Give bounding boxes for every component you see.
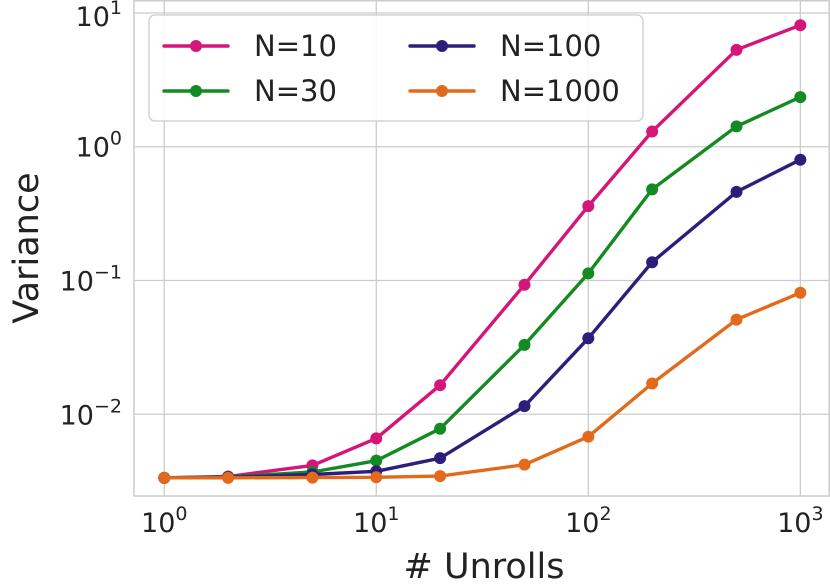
data-point (794, 19, 807, 32)
data-point (434, 470, 447, 483)
legend-entry: N=100 (408, 29, 601, 63)
legend-label: N=30 (254, 74, 337, 108)
data-point (518, 458, 531, 471)
series-N=1000 (158, 286, 807, 484)
data-point (794, 91, 807, 104)
x-tick-label: 102 (565, 503, 611, 539)
legend-box (148, 14, 644, 122)
data-point (582, 332, 595, 345)
data-point (646, 183, 659, 196)
legend-label: N=1000 (500, 74, 620, 108)
data-point (582, 267, 595, 280)
plot-frame (133, 0, 830, 497)
y-tick-label: 10−1 (60, 262, 122, 298)
data-point (730, 43, 743, 56)
legend-entry: N=1000 (408, 74, 620, 108)
data-point (306, 471, 319, 484)
data-point (730, 120, 743, 133)
series-line (162, 23, 802, 480)
data-point (434, 452, 447, 465)
legend-label: N=100 (500, 29, 601, 63)
data-point (222, 471, 235, 484)
data-point (434, 422, 447, 435)
data-point (646, 125, 659, 138)
series-N=30 (158, 91, 807, 484)
series-line (162, 95, 802, 480)
data-point (434, 379, 447, 392)
y-tick-label: 101 (76, 0, 122, 33)
legend-swatch-marker (436, 40, 448, 52)
x-tick-label: 100 (141, 503, 187, 539)
data-point (370, 454, 383, 467)
legend-label: N=10 (254, 29, 337, 63)
data-point (370, 432, 383, 445)
x-tick-label: 103 (777, 503, 823, 539)
data-point (794, 286, 807, 299)
data-point (370, 471, 383, 484)
data-point (582, 430, 595, 443)
series-N=100 (158, 153, 807, 484)
y-tick-label: 10−2 (60, 395, 122, 431)
data-point (646, 256, 659, 269)
legend-swatch-marker (190, 40, 202, 52)
series-line (162, 157, 802, 480)
data-point (730, 185, 743, 198)
data-point (730, 313, 743, 326)
legend-entry: N=30 (162, 74, 337, 108)
tick-labels: 100 101 102 103 10−2 10−1 100 101 (60, 0, 824, 539)
data-point (794, 153, 807, 166)
x-tick-label: 101 (353, 503, 399, 539)
y-axis-label: Variance (7, 172, 47, 323)
data-point (518, 278, 531, 291)
series-layer (158, 19, 807, 484)
x-axis-label: # Unrolls (404, 547, 565, 586)
data-point (518, 400, 531, 413)
series-line (162, 291, 802, 480)
data-point (582, 200, 595, 213)
legend-swatch-marker (436, 85, 448, 97)
legend: N=10 N=100 N=30 N=1000 (148, 14, 644, 122)
data-point (158, 471, 171, 484)
legend-entry: N=10 (162, 29, 337, 63)
y-tick-label: 100 (76, 128, 122, 164)
data-point (518, 338, 531, 351)
legend-swatch-marker (190, 85, 202, 97)
data-point (646, 377, 659, 390)
